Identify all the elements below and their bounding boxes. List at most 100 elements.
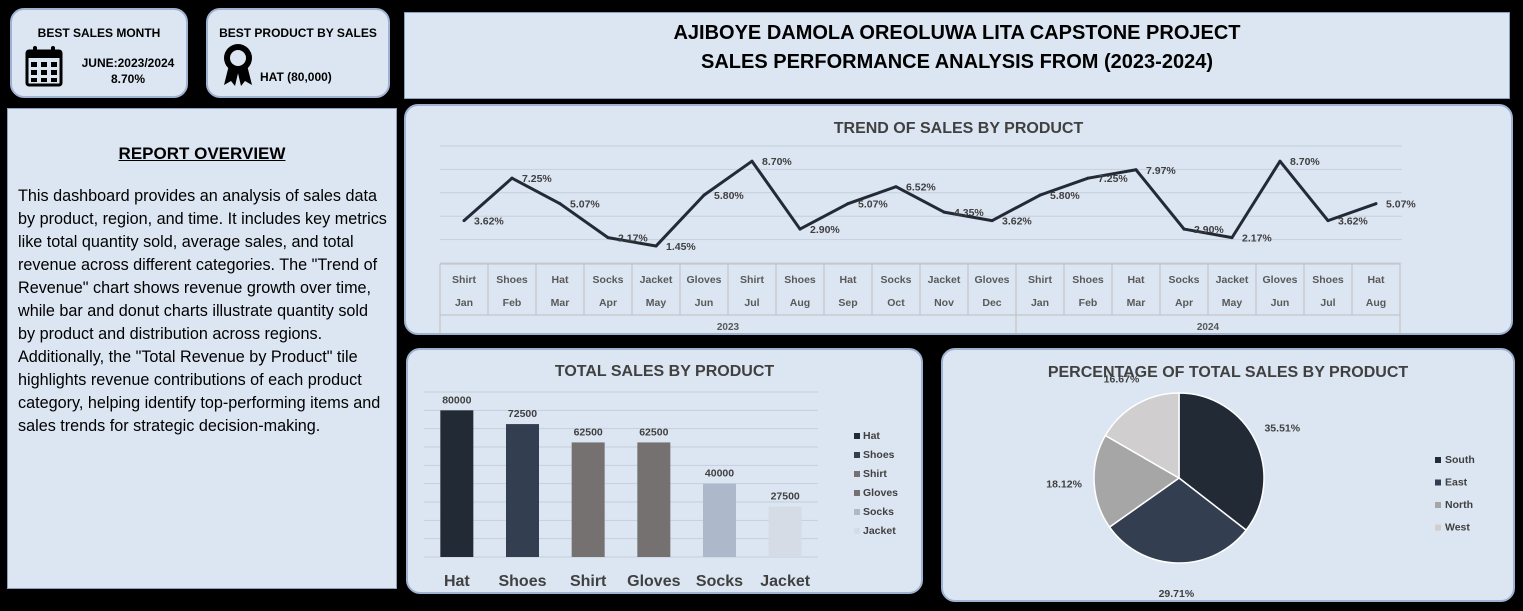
bar — [440, 410, 474, 557]
legend-swatch — [1435, 502, 1441, 508]
bar-value-label: 72500 — [508, 408, 537, 420]
dashboard-title: AJIBOYE DAMOLA OREOLUWA LITA CAPSTONE PR… — [673, 22, 1241, 44]
product-tick-label: Hat — [552, 274, 569, 286]
data-point — [1134, 168, 1138, 172]
product-tick-label: Socks — [1169, 274, 1200, 286]
legend-label: West — [1445, 522, 1470, 534]
month-tick-label: Feb — [503, 297, 522, 309]
pie-slice — [1104, 392, 1180, 480]
month-tick-label: Aug — [1366, 297, 1386, 309]
data-label: 5.80% — [1050, 190, 1080, 202]
bar-category-label: Jacket — [760, 573, 810, 590]
data-label: 3.62% — [474, 216, 504, 228]
data-point — [798, 227, 802, 231]
product-tick-label: Gloves — [974, 274, 1009, 286]
legend-swatch — [1435, 524, 1441, 531]
product-tick-label: Gloves — [686, 274, 721, 286]
bar-value-label: 40000 — [705, 468, 734, 480]
product-tick-label: Gloves — [1262, 274, 1297, 286]
data-label: 2.90% — [810, 224, 840, 236]
best-sales-month-percent: 8.70% — [110, 72, 146, 86]
legend-swatch — [854, 433, 860, 439]
data-label: 5.07% — [570, 199, 600, 211]
product-tick-label: Shirt — [740, 274, 764, 286]
product-tick-label: Hat — [840, 274, 857, 286]
data-label: 5.07% — [858, 199, 888, 211]
bar — [506, 424, 539, 557]
month-tick-label: Mar — [1127, 297, 1146, 309]
data-point — [1326, 219, 1330, 223]
product-tick-label: Jacket — [640, 274, 673, 286]
best-product-card: BEST PRODUCT BY SALES HAT (80,000) — [206, 8, 390, 98]
pie-chart-panel: PERCENTAGE OF TOTAL SALES BY PRODUCT 35.… — [941, 348, 1515, 602]
data-point — [1278, 159, 1282, 163]
data-label: 2.17% — [1242, 233, 1272, 245]
year-label: 2023 — [717, 322, 740, 333]
best-sales-month-title: BEST SALES MONTH — [37, 26, 161, 40]
bar-category-label: Shoes — [498, 573, 546, 590]
data-label: 4.35% — [954, 207, 984, 219]
month-tick-label: Apr — [599, 297, 617, 309]
month-tick-label: Jun — [1271, 297, 1290, 309]
bar-chart-panel: TOTAL SALES BY PRODUCT 80000 Hat 72500 Shoe… — [406, 348, 923, 594]
pie-data-label: 16.67% — [1104, 373, 1140, 385]
bar-value-label: 80000 — [442, 394, 471, 406]
product-tick-label: Socks — [881, 274, 912, 286]
data-point — [654, 244, 658, 248]
pie-chart-title: PERCENTAGE OF TOTAL SALES BY PRODUCT — [1047, 364, 1409, 381]
bar — [571, 442, 605, 557]
pie-slice — [1093, 434, 1181, 529]
data-point — [702, 193, 706, 197]
data-point — [894, 185, 898, 189]
legend-swatch — [854, 452, 860, 458]
data-label: 3.62% — [1002, 216, 1032, 228]
legend-label: North — [1445, 499, 1473, 511]
data-label: 7.97% — [1146, 165, 1176, 177]
month-tick-label: Nov — [934, 297, 954, 309]
data-point — [558, 202, 562, 206]
product-tick-label: Shoes — [784, 274, 816, 286]
month-tick-label: Mar — [551, 297, 570, 309]
month-tick-label: Aug — [790, 297, 810, 309]
pie-slice — [1108, 477, 1248, 564]
trend-chart-title: TREND OF SALES BY PRODUCT — [833, 120, 1084, 137]
legend-swatch — [854, 490, 860, 496]
best-sales-month-card: BEST SALES MONTH JUNE:2023/2024 8.70% — [10, 8, 188, 98]
month-tick-label: Oct — [887, 297, 905, 309]
month-tick-label: May — [1222, 297, 1243, 309]
month-tick-label: Jan — [455, 297, 473, 309]
best-product-value: HAT (80,000) — [260, 70, 332, 84]
data-point — [990, 219, 994, 223]
dashboard-header: AJIBOYE DAMOLA OREOLUWA LITA CAPSTONE PR… — [404, 12, 1510, 99]
bar-value-label: 62500 — [574, 426, 603, 438]
total-sales-bar-chart: 80000 Hat 72500 Shoes 62500 Shirt 62500 Gloves 4… — [424, 391, 898, 590]
bar-chart-title: TOTAL SALES BY PRODUCT — [554, 363, 775, 380]
legend-label: Hat — [863, 430, 880, 442]
pie-data-label: 35.51% — [1264, 422, 1300, 434]
legend-label: Shoes — [863, 449, 895, 461]
data-point — [606, 236, 610, 240]
data-label: 7.25% — [1098, 173, 1128, 185]
trend-chart-panel: TREND OF SALES BY PRODUCT 2023 2024 Shirt J… — [404, 104, 1513, 335]
bar-value-label: 27500 — [771, 491, 800, 503]
award-ribbon-icon — [224, 44, 252, 86]
data-label: 3.62% — [1338, 216, 1368, 228]
product-tick-label: Shoes — [1312, 274, 1344, 286]
data-point — [1230, 236, 1234, 240]
product-tick-label: Jacket — [1216, 274, 1249, 286]
data-point — [846, 202, 850, 206]
trend-line-chart: 2023 2024 Shirt Jan Shoes Feb Hat Mar Socks Apr Ja… — [439, 145, 1416, 333]
month-tick-label: Jun — [695, 297, 714, 309]
legend-swatch — [854, 471, 860, 477]
dashboard-subtitle: SALES PERFORMANCE ANALYSIS FROM (2023-20… — [701, 51, 1213, 73]
legend-label: Shirt — [863, 468, 887, 480]
month-tick-label: Jul — [1320, 297, 1335, 309]
product-tick-label: Shoes — [496, 274, 528, 286]
bar — [768, 506, 802, 557]
product-tick-label: Shoes — [1072, 274, 1104, 286]
legend-label: Socks — [863, 506, 894, 518]
data-label: 2.90% — [1194, 224, 1224, 236]
data-point — [462, 219, 466, 223]
bar-category-label: Socks — [696, 573, 743, 590]
pie-data-label: 18.12% — [1046, 478, 1082, 490]
